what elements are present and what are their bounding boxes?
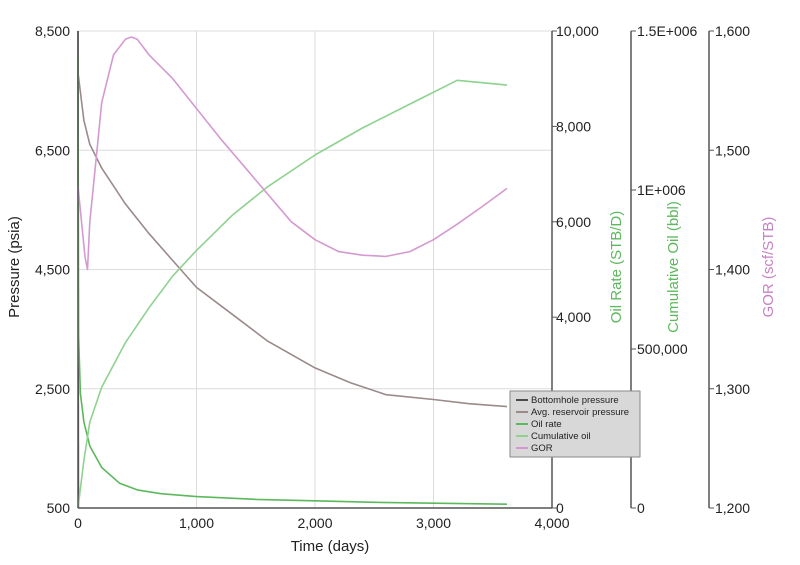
x-tick-label: 3,000	[416, 515, 451, 531]
series-line-oil-rate	[77, 54, 508, 505]
pressure-tick-label: 4,500	[35, 262, 70, 278]
legend-item-bottomhole: Bottomhole pressure	[516, 395, 619, 406]
legend: Bottomhole pressure Avg. reservoir press…	[509, 390, 641, 458]
pressure-tick-label: 8,500	[35, 23, 70, 39]
gor-tick-label: 1,500	[715, 142, 750, 158]
legend-item-gor: GOR	[516, 443, 553, 454]
axes	[77, 30, 714, 509]
grid	[77, 30, 553, 509]
gor-tick-label: 1,200	[715, 500, 750, 516]
legend-label: Cumulative oil	[531, 431, 591, 442]
legend-item-oil-rate: Oil rate	[516, 419, 562, 430]
legend-label: Oil rate	[531, 419, 562, 430]
oil-rate-tick-label: 10,000	[556, 23, 599, 39]
x-tick-label: 1,000	[179, 515, 214, 531]
cum-oil-tick-label: 1.5E+006	[637, 23, 698, 39]
oil-rate-tick-label: 4,000	[556, 309, 591, 325]
oil-rate-axis-title: Oil Rate (STB/D)	[608, 211, 625, 324]
cum-oil-axis-title: Cumulative Oil (bbl)	[665, 201, 682, 333]
cum-oil-tick-label: 500,000	[637, 341, 688, 357]
pressure-axis-title: Pressure (psia)	[6, 216, 23, 318]
series-line-gor	[77, 36, 508, 271]
legend-item-avg-reservoir: Avg. reservoir pressure	[516, 407, 629, 418]
x-tick-label: 2,000	[297, 515, 332, 531]
cum-oil-tick-label: 0	[637, 500, 645, 516]
oil-rate-tick-label: 6,000	[556, 214, 591, 230]
series-line-cumulative-oil	[77, 79, 508, 509]
x-axis-title: Time (days)	[291, 538, 370, 555]
oil-rate-tick-label: 0	[556, 500, 564, 516]
cum-oil-tick-label: 1E+006	[637, 182, 686, 198]
gor-tick-label: 1,400	[715, 262, 750, 278]
gor-axis-title: GOR (scf/STB)	[760, 217, 777, 318]
pressure-tick-label: 6,500	[35, 142, 70, 158]
legend-label: Avg. reservoir pressure	[531, 407, 629, 418]
x-tick-label: 0	[74, 515, 82, 531]
gor-tick-label: 1,600	[715, 23, 750, 39]
legend-label: GOR	[531, 443, 553, 454]
oil-rate-tick-label: 8,000	[556, 118, 591, 134]
ticks: 0 1,000 2,000 3,000 4,000 500 2,500 4,500 6,500 8…	[35, 23, 750, 531]
pressure-tick-label: 2,500	[35, 381, 70, 397]
legend-item-cum-oil: Cumulative oil	[516, 431, 591, 442]
pressure-tick-label: 500	[47, 500, 71, 516]
legend-label: Bottomhole pressure	[531, 395, 619, 406]
legend-box	[509, 390, 641, 458]
x-tick-label: 4,000	[534, 515, 569, 531]
gor-tick-label: 1,300	[715, 381, 750, 397]
